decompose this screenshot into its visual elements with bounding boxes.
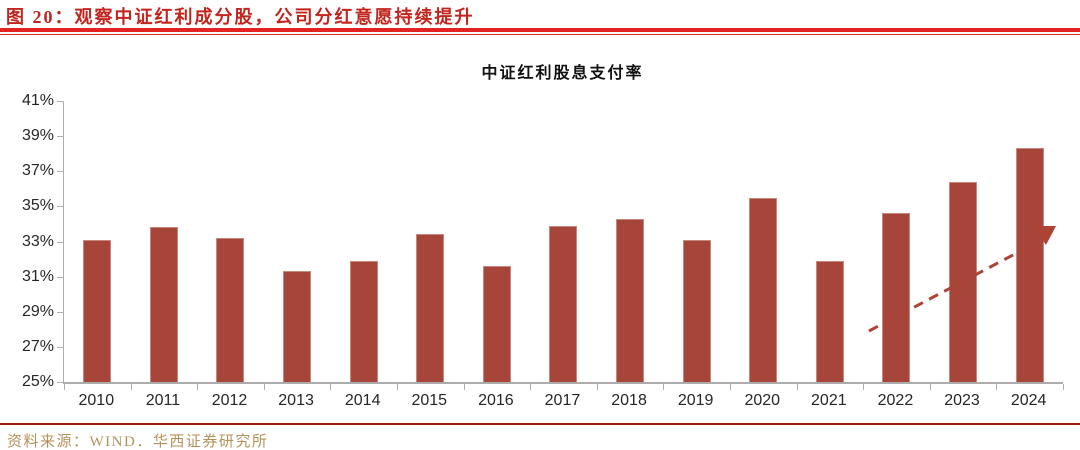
- bar-2021: [815, 260, 844, 382]
- x-boundary-tick-15: [1063, 384, 1064, 390]
- x-boundary-tick-13: [929, 384, 931, 390]
- bar-slot-2024: [996, 101, 1063, 382]
- bar-2012: [216, 238, 245, 382]
- bar-slot-2012: [197, 101, 264, 382]
- x-boundary-tick-2: [197, 384, 199, 390]
- y-tick-4: [57, 241, 64, 243]
- x-boundary-tick-3: [263, 384, 265, 390]
- y-tick-2: [57, 171, 64, 173]
- x-boundary-tick-7: [530, 384, 532, 390]
- x-boundary-tick-6: [463, 384, 465, 390]
- bar-2020: [749, 197, 778, 382]
- x-label-2022: 2022: [877, 392, 914, 409]
- x-label-2014: 2014: [344, 392, 381, 409]
- x-boundary-tick-9: [663, 384, 665, 390]
- bar-slot-2011: [131, 101, 198, 382]
- header-rule-thick: [0, 28, 1080, 32]
- bar-2019: [682, 239, 711, 382]
- y-label-41%: 41%: [21, 92, 54, 109]
- bar-slot-2022: [863, 101, 930, 382]
- bar-slot-2013: [264, 101, 331, 382]
- bar-2010: [83, 239, 112, 382]
- bar-2011: [149, 227, 178, 382]
- y-tick-7: [57, 346, 64, 348]
- x-label-2016: 2016: [478, 392, 514, 409]
- x-boundary-tick-5: [397, 384, 398, 390]
- bar-slot-2019: [663, 101, 730, 382]
- x-label-2019: 2019: [677, 392, 714, 409]
- bar-slot-2018: [597, 101, 664, 382]
- plot-area: [57, 101, 1064, 390]
- x-boundary-tick-0: [64, 384, 65, 390]
- x-label-2024: 2024: [1010, 392, 1047, 409]
- y-label-25%: 25%: [21, 373, 54, 390]
- x-label-2012: 2012: [211, 392, 248, 409]
- x-label-2017: 2017: [544, 392, 581, 409]
- bar-2014: [349, 260, 378, 382]
- bar-slot-2015: [397, 101, 464, 382]
- bar-2023: [949, 181, 978, 382]
- bar-2013: [283, 271, 312, 382]
- y-label-37%: 37%: [21, 162, 54, 180]
- x-axis-labels: 2010 2011 2012 2013 2014 2015 2016 2017 2018 2019…: [63, 392, 1062, 410]
- x-boundary-tick-12: [863, 384, 865, 390]
- y-label-33%: 33%: [21, 232, 54, 250]
- bar-2022: [882, 213, 911, 382]
- x-label-2021: 2021: [811, 392, 847, 409]
- y-label-29%: 29%: [21, 302, 54, 320]
- bar-slot-2023: [930, 101, 997, 382]
- x-boundary-tick-1: [130, 384, 132, 390]
- x-label-2010: 2010: [78, 392, 115, 409]
- bar-2018: [616, 218, 645, 382]
- chart-title: 中证红利股息支付率: [481, 65, 644, 82]
- y-axis-labels: 41% 39% 37% 35% 33% 31% 29% 27% 25%: [0, 92, 54, 390]
- y-tick-3: [57, 206, 64, 208]
- x-label-2023: 2023: [944, 392, 980, 409]
- y-label-35%: 35%: [21, 197, 54, 215]
- x-label-2018: 2018: [611, 392, 647, 409]
- x-boundary-tick-11: [796, 384, 798, 390]
- bar-slot-2016: [464, 101, 531, 382]
- x-label-2013: 2013: [278, 392, 314, 409]
- x-boundary-tick-8: [596, 384, 598, 390]
- figure-caption: 图 20：观察中证红利成分股，公司分红意愿持续提升: [6, 7, 475, 27]
- bar-series: [64, 101, 1063, 382]
- bar-slot-2014: [330, 101, 397, 382]
- y-tick-1: [57, 136, 64, 138]
- bar-2016: [482, 266, 511, 382]
- x-boundary-tick-4: [330, 384, 332, 390]
- source-note: 资料来源：WIND．华西证券研究所: [7, 434, 269, 450]
- y-label-39%: 39%: [21, 127, 54, 145]
- bar-2017: [549, 225, 578, 382]
- header-rule-thin: [0, 34, 1080, 35]
- bar-slot-2021: [797, 101, 864, 382]
- y-tick-5: [57, 276, 64, 278]
- footer-rule: [0, 423, 1080, 425]
- y-tick-8: [57, 382, 64, 383]
- bar-2015: [416, 234, 445, 382]
- bar-slot-2017: [530, 101, 597, 382]
- y-tick-0: [57, 101, 64, 102]
- y-label-31%: 31%: [21, 267, 54, 285]
- y-label-27%: 27%: [21, 337, 54, 355]
- x-boundary-tick-14: [996, 384, 998, 390]
- x-label-2015: 2015: [411, 392, 448, 409]
- x-boundary-tick-10: [730, 384, 731, 390]
- x-label-2020: 2020: [744, 392, 781, 409]
- x-label-2011: 2011: [145, 392, 181, 409]
- bar-slot-2020: [730, 101, 797, 382]
- bar-slot-2010: [64, 101, 131, 382]
- bar-2024: [1015, 148, 1044, 382]
- y-tick-6: [57, 311, 64, 313]
